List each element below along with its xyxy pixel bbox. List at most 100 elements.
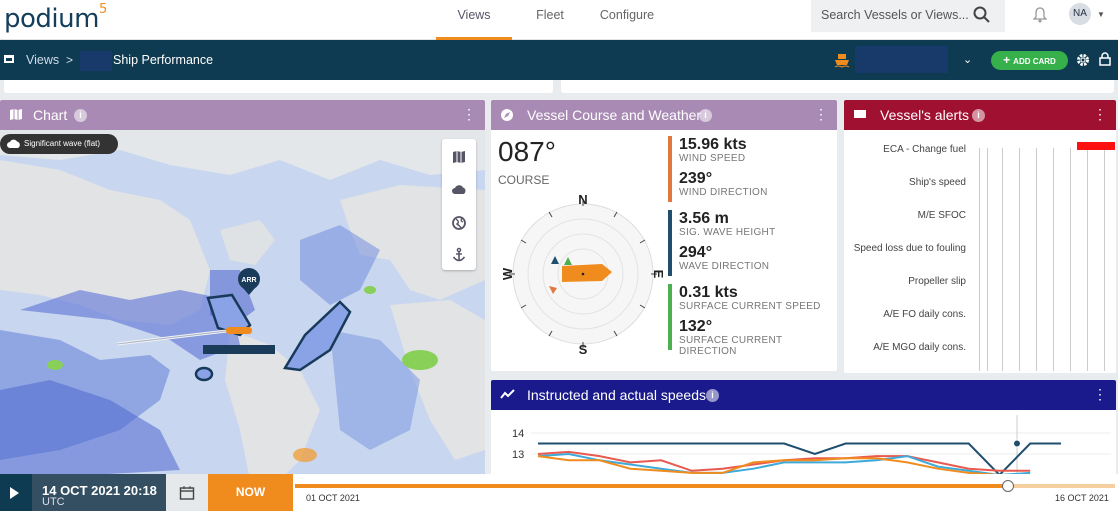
compass-n: N [578, 192, 587, 207]
alert-marker[interactable] [1077, 142, 1115, 150]
calendar-icon [179, 486, 195, 500]
calendar-button[interactable] [166, 474, 208, 511]
user-avatar[interactable]: NA [1069, 3, 1091, 25]
more-menu-icon[interactable]: ⋮ [814, 106, 828, 122]
timeline-start: 01 OCT 2021 [306, 493, 360, 503]
info-icon[interactable]: i [972, 109, 985, 122]
info-icon[interactable]: i [706, 389, 719, 402]
wind-speed-value: 15.96 kts [679, 136, 747, 153]
nav-tab-views[interactable]: Views [436, 0, 512, 40]
wave-group: 3.56 m SIG. WAVE HEIGHT 294° WAVE DIRECT… [668, 210, 837, 276]
speeds-line-chart[interactable]: 14 13 [491, 410, 1116, 480]
play-button[interactable] [0, 474, 32, 511]
breadcrumb-separator: > [66, 53, 74, 67]
chart-card-header: Chart i ⋮ [0, 100, 485, 130]
trend-icon [500, 389, 515, 399]
flag-icon [854, 110, 866, 118]
globe-icon[interactable] [451, 215, 467, 231]
alert-row-label: A/E MGO daily cons. [873, 342, 966, 353]
bell-icon[interactable] [1033, 7, 1047, 23]
current-speed-value: 0.31 kts [679, 284, 738, 301]
map-icon [10, 109, 22, 120]
wind-direction-value: 239° [679, 170, 713, 187]
course-label: COURSE [498, 173, 550, 187]
more-menu-icon[interactable]: ⋮ [1093, 386, 1107, 402]
ship-icon [834, 54, 850, 68]
compass-w: W [500, 267, 515, 280]
info-icon[interactable]: i [699, 109, 712, 122]
chart-card: Chart i ⋮ ARR Significant wave (flat) [0, 100, 485, 480]
search-input[interactable]: Search Vessels or Views... [811, 0, 1005, 32]
chevron-down-icon[interactable]: ▼ [1097, 10, 1105, 19]
layer-chip[interactable]: Significant wave (flat) [0, 134, 118, 154]
compass-rose: N S W E [500, 192, 666, 357]
timeline-slider[interactable] [295, 480, 1115, 492]
weather-map[interactable]: ARR [0, 130, 485, 480]
timeline-handle[interactable] [1002, 480, 1015, 492]
wind-direction-label: WIND DIRECTION [679, 187, 768, 198]
vessel-selector[interactable] [855, 46, 948, 73]
cloud-icon [7, 139, 20, 148]
view-icon [4, 55, 14, 63]
compass-e: E [651, 270, 666, 279]
speed-series-line-3 [537, 455, 1000, 476]
card-title: Instructed and actual speeds [527, 387, 707, 403]
wave-height-label: SIG. WAVE HEIGHT [679, 227, 776, 238]
course-value: 087° [498, 136, 556, 167]
add-card-button[interactable]: + ADD CARD [991, 51, 1068, 70]
lock-icon[interactable] [1099, 52, 1111, 66]
nav-tab-configure[interactable]: Configure [599, 8, 655, 22]
alert-row-label: A/E FO daily cons. [883, 309, 966, 320]
breadcrumb-views[interactable]: Views [26, 53, 60, 67]
now-button[interactable]: NOW [208, 474, 293, 511]
speeds-card-header: Instructed and actual speeds i ⋮ [491, 380, 1116, 410]
alerts-card-header: Vessel's alerts i ⋮ [844, 100, 1116, 130]
more-menu-icon[interactable]: ⋮ [462, 106, 476, 122]
redacted-block [80, 51, 112, 71]
card-title: Vessel Course and Weather [527, 107, 702, 123]
current-group: 0.31 kts SURFACE CURRENT SPEED 132° SURF… [668, 284, 837, 357]
timeline-bar: 14 OCT 2021 20:18 UTC NOW 01 OCT 2021 16… [0, 474, 1118, 511]
course-weather-card: Vessel Course and Weather i ⋮ 087° COURS… [491, 100, 837, 371]
podium-logo[interactable]: podium5 [4, 2, 107, 34]
play-icon [10, 487, 19, 499]
cloud-icon[interactable] [451, 182, 467, 198]
page-title: Ship Performance [113, 53, 214, 67]
y-tick-label: 13 [512, 449, 524, 461]
search-icon[interactable] [973, 6, 991, 24]
search-placeholder: Search Vessels or Views... [821, 8, 969, 22]
anchor-icon[interactable] [451, 247, 467, 263]
current-time-display: 14 OCT 2021 20:18 UTC [32, 474, 166, 511]
map-icon[interactable] [451, 149, 467, 165]
current-direction-label: SURFACE CURRENT DIRECTION [679, 335, 783, 357]
nav-tab-fleet[interactable]: Fleet [536, 8, 564, 22]
course-card-header: Vessel Course and Weather i ⋮ [491, 100, 837, 130]
timezone: UTC [42, 496, 65, 508]
speeds-card: Instructed and actual speeds i ⋮ 14 13 [491, 380, 1116, 480]
compass-icon [501, 109, 513, 121]
info-icon[interactable]: i [74, 109, 87, 122]
current-date: 14 OCT 2021 20:18 [42, 483, 157, 498]
wave-direction-value: 294° [679, 244, 713, 261]
ship-heading-marker [562, 264, 612, 282]
wave-direction-label: WAVE DIRECTION [679, 261, 770, 272]
wind-speed-label: WIND SPEED [679, 153, 746, 164]
gear-icon[interactable] [1076, 53, 1090, 67]
alert-row-label: Ship's speed [909, 177, 966, 188]
arrival-badge[interactable]: ARR [241, 277, 256, 284]
alerts-card: Vessel's alerts i ⋮ ECA - Change fuel Sh… [844, 100, 1116, 373]
compass-s: S [579, 342, 588, 357]
current-point-marker [1013, 439, 1021, 448]
card-title: Chart [33, 107, 68, 123]
alert-row-label: Propeller slip [908, 276, 966, 287]
wave-height-value: 3.56 m [679, 210, 729, 227]
chevron-down-icon[interactable]: ⌄ [963, 54, 973, 66]
current-speed-label: SURFACE CURRENT SPEED [679, 301, 821, 312]
more-menu-icon[interactable]: ⋮ [1093, 106, 1107, 122]
alert-row-label: Speed loss due to fouling [853, 243, 966, 254]
current-direction-value: 132° [679, 318, 713, 335]
y-tick-label: 14 [512, 428, 524, 440]
timeline-end: 16 OCT 2021 [1055, 493, 1109, 503]
alert-row-label: M/E SFOC [917, 210, 966, 221]
alert-row-label: ECA - Change fuel [883, 144, 966, 155]
